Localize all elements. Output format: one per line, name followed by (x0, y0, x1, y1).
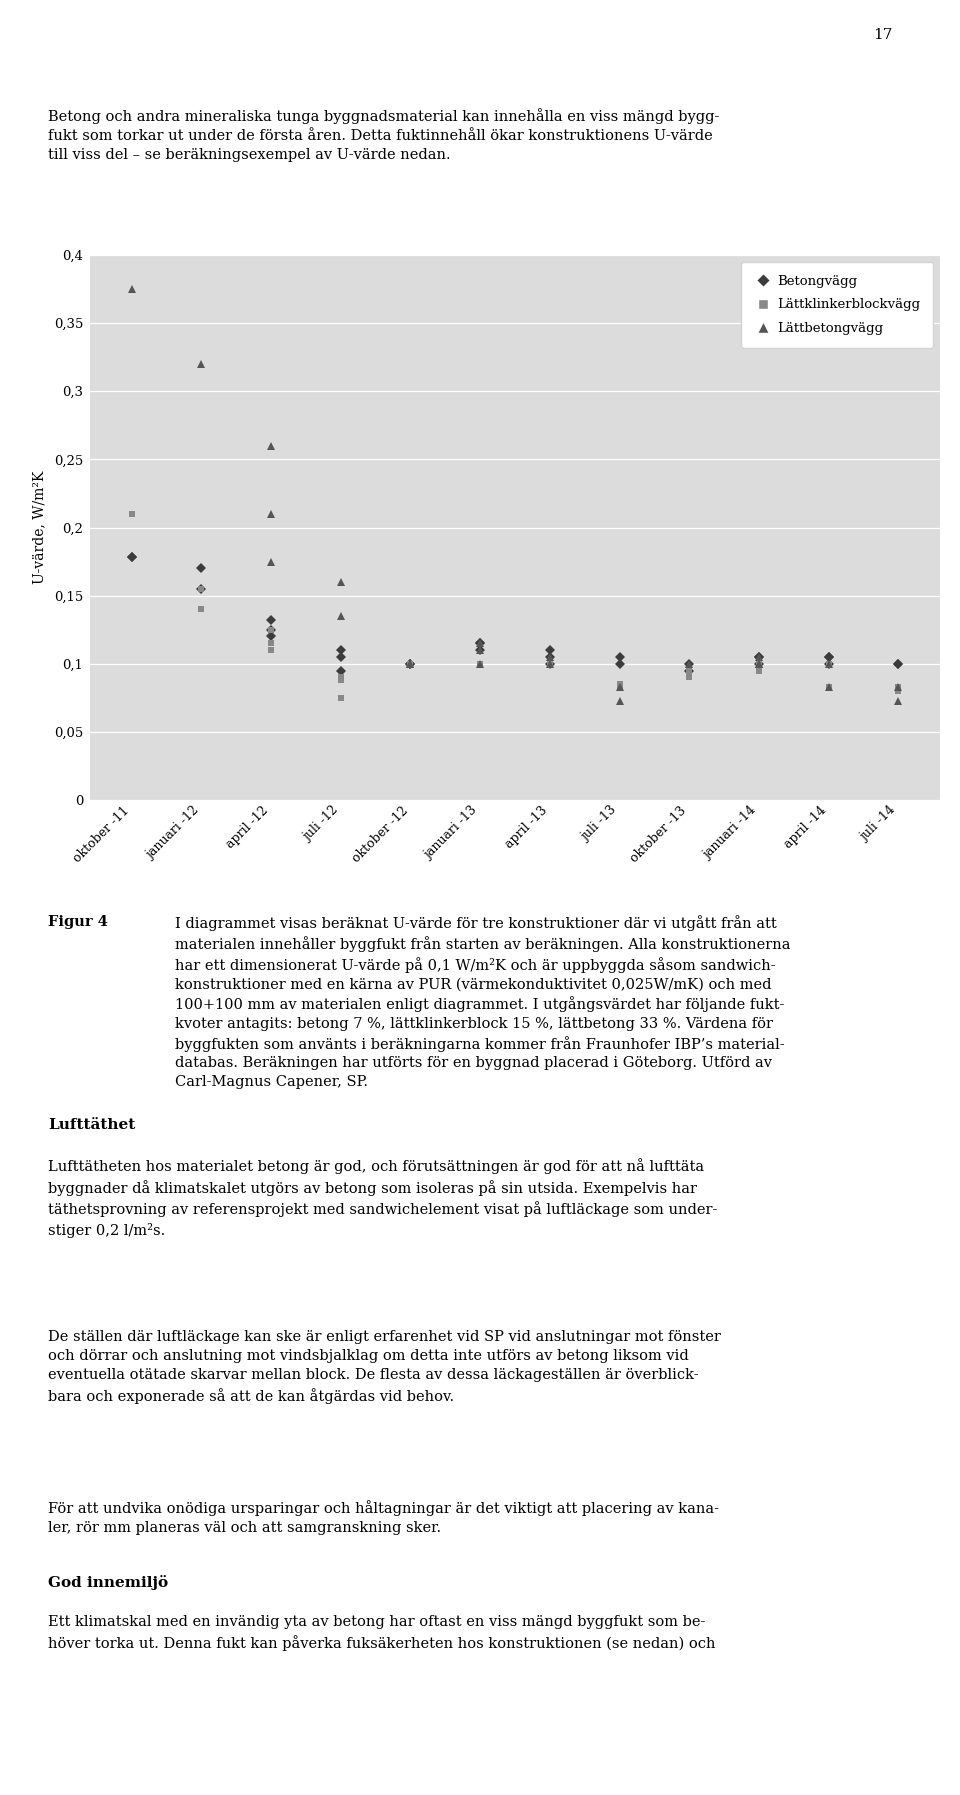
Legend: Betongvägg, Lättklinkerblockvägg, Lättbetongvägg: Betongvägg, Lättklinkerblockvägg, Lättbe… (741, 262, 933, 348)
Text: De ställen där luftläckage kan ske är enligt erfarenhet vid SP vid anslutningar : De ställen där luftläckage kan ske är en… (48, 1330, 721, 1404)
Text: Figur 4: Figur 4 (48, 915, 108, 930)
Text: För att undvika onödiga ursparingar och håltagningar är det viktigt att placerin: För att undvika onödiga ursparingar och … (48, 1501, 719, 1535)
Text: Lufttätheten hos materialet betong är god, och förutsättningen är god för att nå: Lufttätheten hos materialet betong är go… (48, 1158, 717, 1237)
Text: Ett klimatskal med en invändig yta av betong har oftast en viss mängd byggfukt s: Ett klimatskal med en invändig yta av be… (48, 1616, 715, 1651)
Text: I diagrammet visas beräknat U-värde för tre konstruktioner där vi utgått från at: I diagrammet visas beräknat U-värde för … (175, 915, 790, 1088)
Text: 17: 17 (874, 29, 893, 41)
Text: God innemiljö: God innemiljö (48, 1574, 168, 1590)
Text: Betong och andra mineraliska tunga byggnadsmaterial kan innehålla en viss mängd : Betong och andra mineraliska tunga byggn… (48, 108, 719, 162)
Y-axis label: U-värde, W/m²K: U-värde, W/m²K (33, 470, 47, 583)
Text: Lufttäthet: Lufttäthet (48, 1118, 135, 1133)
